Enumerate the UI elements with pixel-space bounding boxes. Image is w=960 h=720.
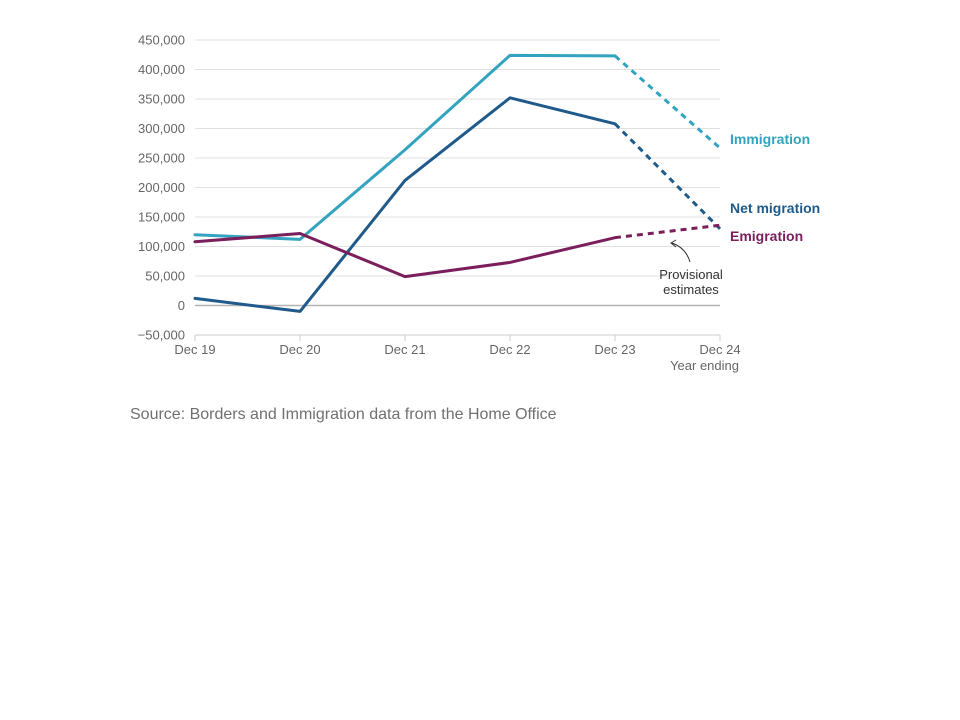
- series-lines: [193, 53, 722, 313]
- immigration-label: Immigration: [730, 131, 810, 147]
- x-tick-label: Dec 20: [279, 342, 320, 357]
- y-tick-label: −50,000: [138, 328, 185, 343]
- x-tick-label: Dec 22: [489, 342, 530, 357]
- emigration-label: Emigration: [730, 228, 803, 244]
- y-tick-label: 350,000: [138, 92, 185, 107]
- net-migration-label: Net migration: [730, 200, 820, 216]
- immigration-line: [193, 53, 617, 241]
- annotation-arrow: [671, 242, 691, 263]
- annotation-arrowhead: [670, 239, 677, 248]
- x-tick-label: Dec 23: [594, 342, 635, 357]
- y-tick-label: 250,000: [138, 151, 185, 166]
- annotation-text: Provisional: [659, 267, 723, 282]
- y-tick-label: 200,000: [138, 180, 185, 195]
- annotation-text: estimates: [663, 282, 719, 297]
- y-tick-label: 100,000: [138, 239, 185, 254]
- gridlines: [195, 39, 720, 307]
- x-tick-label: Dec 24: [699, 342, 740, 357]
- x-axis: Dec 19 Dec 20 Dec 21 Dec 22 Dec 23 Dec 24Year…: [174, 334, 741, 373]
- y-axis-tick-labels: −50,000 0 50,000 100,000 150,000 200,000 250,0…: [138, 33, 185, 343]
- y-tick-label: 0: [178, 298, 185, 313]
- net-migration-provisional-line: [613, 122, 722, 230]
- y-tick-label: 150,000: [138, 210, 185, 225]
- net-migration-line: [193, 96, 617, 313]
- y-tick-label: 50,000: [145, 269, 185, 284]
- y-tick-label: 400,000: [138, 62, 185, 77]
- immigration-provisional-line: [614, 54, 721, 150]
- source-note: Source: Borders and Immigration data fro…: [130, 406, 557, 423]
- y-tick-label: 450,000: [138, 33, 185, 48]
- x-tick-label: Dec 21: [384, 342, 425, 357]
- y-tick-label: 300,000: [138, 121, 185, 136]
- emigration-provisional-line: [614, 223, 721, 240]
- x-axis-title: Year ending: [670, 358, 739, 373]
- x-tick-label: Dec 19: [174, 342, 215, 357]
- emigration-line: [193, 232, 617, 279]
- series-labels: Immigration Net migration Emigration: [730, 131, 820, 244]
